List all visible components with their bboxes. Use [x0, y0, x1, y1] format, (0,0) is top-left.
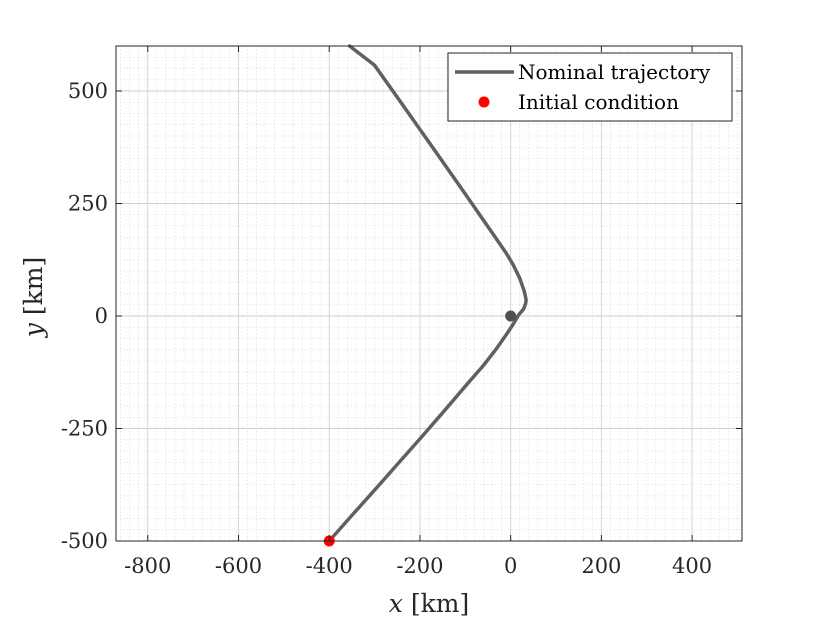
axes-frame	[115, 45, 743, 542]
legend-entry-nominal-trajectory: Nominal trajectory	[518, 60, 711, 84]
legend-marker-swatch	[478, 96, 490, 108]
series-layer	[327, 44, 528, 543]
y-axis-unit: [km]	[19, 257, 48, 323]
x-tick-label: -400	[306, 554, 353, 578]
x-axis-label: x [km]	[389, 589, 469, 618]
major-grid	[116, 46, 742, 542]
y-tick-label: -500	[61, 529, 108, 553]
axes-box	[115, 45, 743, 542]
y-tick-labels: -500 -250 0 250 500	[61, 79, 108, 553]
y-tick-label: 250	[68, 192, 108, 216]
x-axis-var: x	[389, 589, 403, 618]
tick-marks	[116, 46, 742, 542]
x-tick-label: -200	[396, 554, 443, 578]
origin-marker	[505, 310, 517, 322]
x-tick-label: 200	[581, 554, 621, 578]
x-tick-label: -600	[215, 554, 262, 578]
y-axis-label: y [km]	[19, 257, 48, 338]
y-tick-label: 0	[95, 304, 108, 328]
legend-entry-initial-condition: Initial condition	[518, 90, 679, 114]
legend-box	[447, 52, 733, 122]
x-tick-label: 400	[672, 554, 712, 578]
x-tick-label: 0	[504, 554, 517, 578]
x-tick-labels: -800 -600 -400 -200 0 200 400	[124, 554, 712, 578]
y-tick-label: -250	[61, 417, 108, 441]
y-axis-var: y	[19, 322, 48, 338]
x-axis-unit: [km]	[403, 589, 469, 618]
legend: Nominal trajectory Initial condition	[447, 52, 733, 122]
series-line-nominal-trajectory	[327, 44, 528, 543]
x-tick-label: -800	[124, 554, 171, 578]
y-tick-label: 500	[68, 79, 108, 103]
